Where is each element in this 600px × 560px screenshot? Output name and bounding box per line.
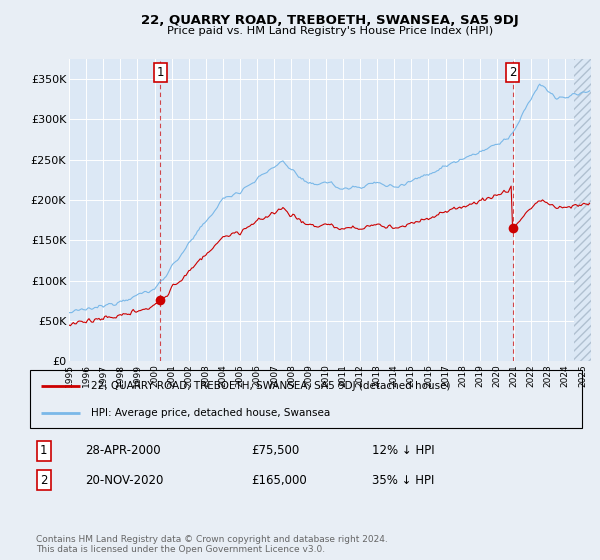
Text: Contains HM Land Registry data © Crown copyright and database right 2024.
This d: Contains HM Land Registry data © Crown c… (36, 535, 388, 554)
Text: HPI: Average price, detached house, Swansea: HPI: Average price, detached house, Swan… (91, 408, 330, 418)
Text: Price paid vs. HM Land Registry's House Price Index (HPI): Price paid vs. HM Land Registry's House … (167, 26, 493, 36)
Text: £165,000: £165,000 (251, 474, 307, 487)
Text: 2: 2 (509, 66, 517, 79)
Text: 20-NOV-2020: 20-NOV-2020 (85, 474, 164, 487)
Text: 22, QUARRY ROAD, TREBOETH, SWANSEA, SA5 9DJ (detached house): 22, QUARRY ROAD, TREBOETH, SWANSEA, SA5 … (91, 381, 450, 391)
Text: 2: 2 (40, 474, 47, 487)
Bar (574, 59, 591, 361)
Text: 1: 1 (40, 444, 47, 458)
Text: 22, QUARRY ROAD, TREBOETH, SWANSEA, SA5 9DJ: 22, QUARRY ROAD, TREBOETH, SWANSEA, SA5 … (141, 14, 519, 27)
Text: £75,500: £75,500 (251, 444, 299, 458)
Bar (574, 59, 591, 361)
Text: 12% ↓ HPI: 12% ↓ HPI (372, 444, 435, 458)
Text: 35% ↓ HPI: 35% ↓ HPI (372, 474, 434, 487)
Text: 28-APR-2000: 28-APR-2000 (85, 444, 161, 458)
Text: 1: 1 (157, 66, 164, 79)
